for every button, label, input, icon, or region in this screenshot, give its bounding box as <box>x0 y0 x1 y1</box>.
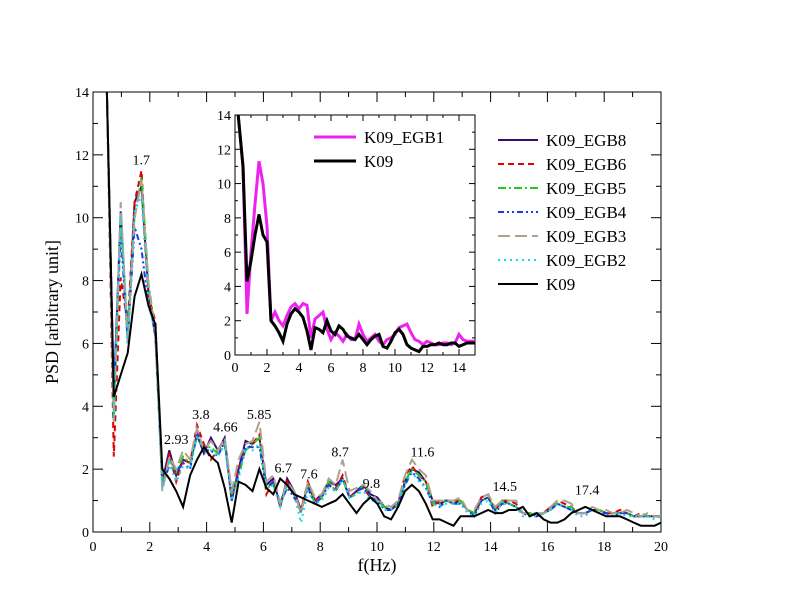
legend-label: K09_EGB3 <box>546 227 626 246</box>
x-tick-label: 14 <box>452 361 466 376</box>
legend-label: K09_EGB4 <box>546 203 627 222</box>
x-tick-label: 0 <box>232 361 239 376</box>
x-tick-label: 6 <box>328 361 335 376</box>
peak-annotation: 8.7 <box>331 446 349 461</box>
x-tick-label: 10 <box>370 540 384 555</box>
peak-annotation: 5.85 <box>247 408 272 423</box>
x-tick-label: 20 <box>654 540 668 555</box>
peak-annotation: 14.5 <box>493 480 518 495</box>
y-tick-label: 8 <box>82 275 89 290</box>
y-tick-label: 0 <box>224 349 231 364</box>
x-tick-label: 2 <box>264 361 271 376</box>
y-tick-label: 4 <box>82 400 89 415</box>
series-line-k09 <box>236 115 475 354</box>
x-axis-label: f(Hz) <box>358 555 397 576</box>
peak-annotation: 17.4 <box>575 483 600 498</box>
y-tick-label: 10 <box>217 178 231 193</box>
x-tick-label: 18 <box>597 540 611 555</box>
series-line-k09-egb3 <box>105 92 661 518</box>
inset-legend-label: K09 <box>364 152 393 171</box>
y-tick-label: 6 <box>224 246 231 261</box>
x-tick-label: 12 <box>427 540 441 555</box>
series-line-k09 <box>105 92 661 527</box>
x-tick-label: 12 <box>420 361 434 376</box>
y-tick-label: 4 <box>224 280 231 295</box>
y-tick-label: 0 <box>82 526 89 541</box>
y-tick-label: 8 <box>224 212 231 227</box>
main-legend: K09_EGB8 K09_EGB6 K09_EGB5 K09_EGB4 K09_EGB3… <box>498 131 627 294</box>
peak-annotation: 1.7 <box>133 153 151 168</box>
y-tick-label: 2 <box>82 463 89 478</box>
y-tick-label: 6 <box>82 337 89 352</box>
legend-label: K09_EGB8 <box>546 131 626 150</box>
inset-legend-label: K09_EGB1 <box>364 128 444 147</box>
inset-legend: K09_EGB1 K09 <box>314 128 444 171</box>
x-tick-label: 8 <box>360 361 367 376</box>
peak-annotation: 3.8 <box>192 408 210 423</box>
legend-label: K09_EGB5 <box>546 179 626 198</box>
main-series <box>105 92 661 527</box>
y-tick-label: 14 <box>75 86 89 101</box>
x-tick-label: 4 <box>203 540 210 555</box>
x-tick-label: 16 <box>540 540 554 555</box>
legend-label: K09_EGB6 <box>546 155 626 174</box>
y-tick-label: 12 <box>217 143 231 158</box>
peak-annotation: 6.7 <box>275 461 293 476</box>
x-tick-label: 0 <box>90 540 97 555</box>
y-axis-label: PSD [arbitrary unit] <box>42 240 62 384</box>
series-line-k09-egb5 <box>105 92 661 518</box>
peak-annotation: 2.93 <box>164 433 189 448</box>
y-tick-label: 14 <box>217 109 231 124</box>
x-tick-label: 6 <box>260 540 267 555</box>
inset-ticks: 0 2 4 6 8 10 12 14 0 2 4 6 8 10 12 14 <box>217 109 475 376</box>
main-annotations: 1.7 2.933.84.66 5.85 6.7 7.6 8.7 9.8 11.6 14.5 17… <box>133 153 600 498</box>
peak-annotation: 4.66 <box>213 420 238 435</box>
peak-annotation: 9.8 <box>363 477 381 492</box>
legend-label: K09_EGB2 <box>546 251 626 270</box>
inset-series <box>236 115 475 354</box>
legend-label: K09 <box>546 275 575 294</box>
y-tick-label: 10 <box>75 212 89 227</box>
x-tick-label: 4 <box>296 361 303 376</box>
x-tick-label: 2 <box>146 540 153 555</box>
x-tick-label: 14 <box>484 540 498 555</box>
peak-annotation: 11.6 <box>410 446 434 461</box>
y-tick-label: 12 <box>75 149 89 164</box>
x-tick-label: 8 <box>317 540 324 555</box>
x-tick-label: 10 <box>388 361 402 376</box>
peak-annotation: 7.6 <box>300 468 318 483</box>
y-tick-label: 2 <box>224 315 231 330</box>
series-line-k09-egb4 <box>105 92 661 518</box>
